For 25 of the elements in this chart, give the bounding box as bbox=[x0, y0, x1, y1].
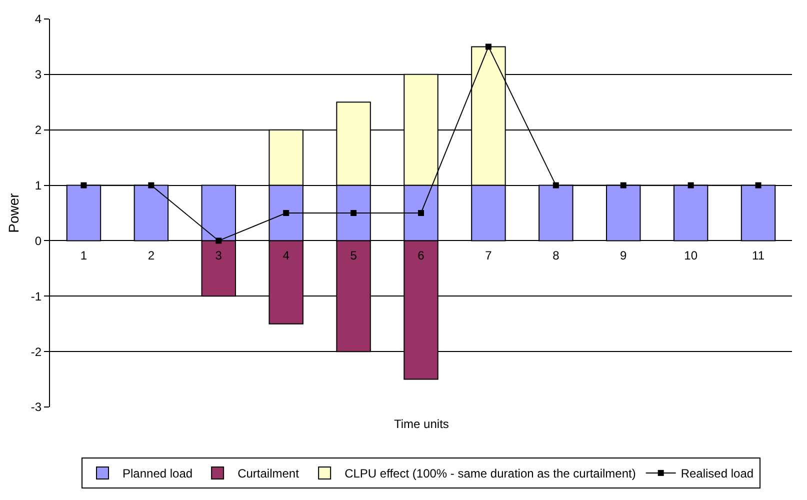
y-tick-label: 0 bbox=[34, 234, 42, 248]
x-tick-label: 6 bbox=[418, 248, 425, 263]
y-tick-label: 2 bbox=[34, 123, 42, 138]
x-tick-label: 2 bbox=[148, 248, 155, 263]
x-tick-label: 3 bbox=[215, 248, 222, 263]
x-tick-label: 1 bbox=[80, 248, 88, 263]
x-tick-label: 9 bbox=[620, 248, 628, 263]
x-tick-label: 10 bbox=[684, 248, 698, 263]
x-tick-label: 4 bbox=[282, 248, 290, 263]
legend-label: Curtailment bbox=[238, 466, 300, 481]
x-tick-label: 8 bbox=[552, 248, 560, 263]
y-tick-label: -2 bbox=[30, 344, 42, 359]
x-tick-label: 5 bbox=[350, 248, 358, 263]
y-tick-label: 4 bbox=[34, 12, 42, 26]
y-tick-label: 1 bbox=[34, 178, 42, 192]
y-tick-label: 3 bbox=[34, 68, 42, 82]
y-tick-label: -1 bbox=[30, 289, 42, 304]
legend-label: CLPU effect (100% - same duration as the curtailment) bbox=[344, 466, 636, 481]
x-axis-title: Time units bbox=[394, 417, 449, 431]
x-tick-label: 7 bbox=[485, 248, 492, 263]
legend-label: Realised load bbox=[680, 466, 754, 481]
y-axis-title: Power bbox=[6, 192, 22, 233]
legend-label: Planned load bbox=[122, 466, 193, 481]
y-tick-label: -3 bbox=[30, 400, 42, 414]
x-tick-label: 11 bbox=[752, 248, 765, 263]
